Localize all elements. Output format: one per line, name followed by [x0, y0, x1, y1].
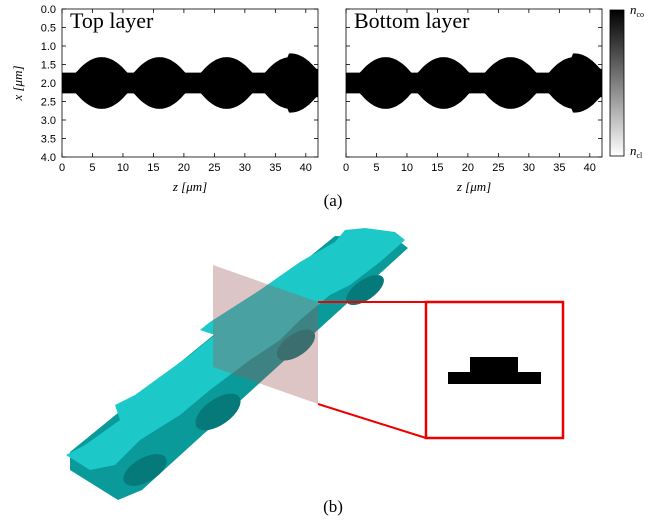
x-tick-label: 30	[523, 162, 535, 174]
x-tick-label: 10	[117, 162, 129, 174]
x-axis-label: z [μm]	[172, 179, 207, 194]
x-tick-label: 25	[492, 162, 504, 174]
x-tick-label: 20	[462, 162, 474, 174]
waveguide-profile	[62, 53, 318, 112]
page: Top layer z [μm] 0 5 10 15 20 25 30 35 40 0.0 0.5 1.0…	[0, 0, 669, 527]
colorbar-min-label: ncl	[630, 143, 643, 160]
y-axis-label: x [μm]	[10, 65, 25, 101]
x-tick-label: 5	[89, 162, 95, 174]
waveguide-profile	[346, 53, 602, 112]
colorbar-max-label: nco	[630, 2, 644, 19]
cross-section-bottom	[448, 372, 541, 384]
x-tick-label: 40	[300, 162, 312, 174]
y-tick-label: 3.5	[41, 134, 56, 146]
x-tick-label: 30	[239, 162, 251, 174]
y-tick-label: 2.0	[41, 78, 56, 90]
x-tick-label: 15	[431, 162, 443, 174]
subscript: co	[637, 10, 645, 19]
subscript: cl	[637, 151, 644, 160]
plot-title: Bottom layer	[354, 8, 470, 33]
x-tick-label: 5	[373, 162, 379, 174]
cross-section-top	[470, 357, 518, 373]
y-tick-label: 0.5	[41, 23, 56, 35]
y-tick-label: 1.5	[41, 60, 56, 72]
y-tick-label: 3.0	[41, 115, 56, 127]
y-tick-label: 1.0	[41, 41, 56, 53]
colorbar	[610, 10, 624, 156]
panel-a: Top layer z [μm] 0 5 10 15 20 25 30 35 40 0.0 0.5 1.0…	[10, 4, 602, 194]
x-tick-label: 40	[584, 162, 596, 174]
y-tick-label: 0.0	[41, 4, 56, 16]
panel-b: (b)	[66, 228, 563, 516]
caption-b: (b)	[323, 497, 343, 516]
x-tick-label: 20	[178, 162, 190, 174]
x-tick-label: 15	[147, 162, 159, 174]
x-tick-label: 0	[343, 162, 349, 174]
x-tick-label: 0	[59, 162, 65, 174]
x-tick-label: 25	[208, 162, 220, 174]
x-tick-label: 35	[269, 162, 281, 174]
x-tick-label: 10	[401, 162, 413, 174]
zoom-line	[318, 404, 426, 438]
y-tick-label: 2.5	[41, 97, 56, 109]
x-axis-label: z [μm]	[456, 179, 491, 194]
figure: Top layer z [μm] 0 5 10 15 20 25 30 35 40 0.0 0.5 1.0…	[0, 0, 669, 527]
y-tick-label: 4.0	[41, 152, 56, 164]
x-tick-label: 35	[553, 162, 565, 174]
caption-a: (a)	[324, 191, 343, 210]
plot-title: Top layer	[70, 8, 154, 33]
